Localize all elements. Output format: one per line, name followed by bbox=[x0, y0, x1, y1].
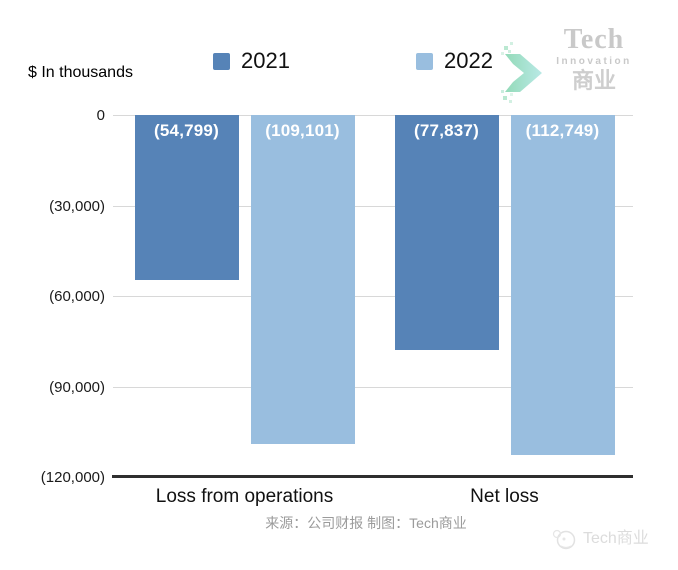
brand-subtitle: Innovation bbox=[556, 56, 632, 67]
watermark-text: Tech商业 bbox=[583, 530, 649, 547]
bar-2022-net-loss: (112,749) bbox=[510, 115, 615, 456]
gridline bbox=[113, 205, 633, 207]
watermark: Tech商业 bbox=[551, 526, 649, 552]
gridline bbox=[113, 115, 633, 116]
brand-name: Tech bbox=[563, 24, 625, 55]
legend-swatch-2022 bbox=[416, 52, 433, 70]
bar-value-label: (109,101) bbox=[265, 121, 340, 140]
legend-label-2022: 2022 bbox=[444, 48, 493, 73]
y-tick-label: (60,000) bbox=[49, 288, 105, 305]
x-axis-line bbox=[112, 475, 633, 478]
category-label-loss-from-operations: Loss from operations bbox=[155, 486, 334, 507]
brand-logo: Tech Innovation 商业 bbox=[498, 26, 648, 106]
legend-label-2021: 2021 bbox=[241, 48, 290, 73]
units-label: $ In thousands bbox=[28, 64, 133, 81]
bar-2021-net-loss: (77,837) bbox=[394, 115, 499, 350]
legend-item-2022: 2022 bbox=[416, 50, 493, 72]
bar-value-label: (54,799) bbox=[154, 121, 219, 140]
y-tick-label: 0 bbox=[96, 107, 105, 124]
brand-cjk-name: 商业 bbox=[571, 68, 616, 93]
source-credit: 来源：公司财报 制图：Tech商业 bbox=[265, 515, 467, 531]
bar-value-label: (77,837) bbox=[414, 121, 479, 140]
gridline bbox=[113, 296, 633, 297]
category-label-net-loss: Net loss bbox=[470, 486, 539, 507]
bar-2022-loss-from-operations: (109,101) bbox=[250, 115, 355, 445]
y-tick-label: (90,000) bbox=[49, 378, 105, 396]
brand-text: Tech Innovation 商业 bbox=[542, 26, 646, 93]
watermark-stamp-icon bbox=[552, 529, 576, 550]
legend-item-2021: 2021 bbox=[213, 50, 290, 72]
bar-value-label: (112,749) bbox=[525, 121, 600, 140]
chevron-arrow-icon bbox=[501, 42, 542, 103]
gridline bbox=[113, 386, 633, 388]
y-tick-label: (120,000) bbox=[40, 469, 105, 486]
legend-swatch-2021 bbox=[213, 52, 230, 70]
y-tick-label: (30,000) bbox=[49, 197, 105, 215]
bar-2021-loss-from-operations: (54,799) bbox=[134, 115, 239, 281]
